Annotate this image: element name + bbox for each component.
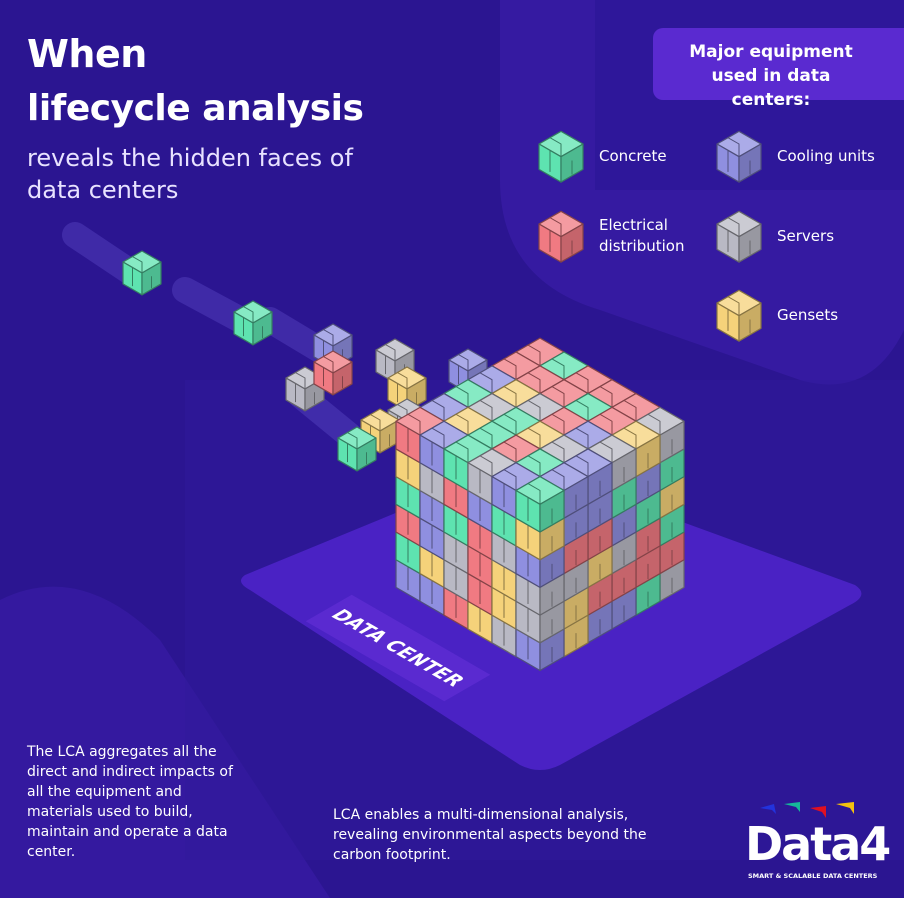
motion-trail <box>257 307 333 363</box>
cube <box>716 289 762 342</box>
cooling-units-cube-icon <box>716 130 762 183</box>
cube <box>716 130 762 183</box>
legend-item-cooling-units: Cooling units <box>713 128 875 184</box>
concrete-cube-icon <box>538 130 584 183</box>
legend-heading: Major equipment used in data centers: <box>689 42 853 110</box>
cube <box>716 210 762 263</box>
gensets-cube-icon <box>716 289 762 342</box>
legend-label: Concrete <box>599 146 667 165</box>
cube <box>313 350 353 396</box>
cube <box>515 476 565 533</box>
logo-tagline: SMART & SCALABLE DATA CENTERS <box>748 872 878 880</box>
legend-label: Electrical distribution <box>599 216 685 255</box>
cube <box>337 426 377 472</box>
page-subtitle: reveals the hidden faces of data centers <box>27 144 353 204</box>
legend-label: Servers <box>777 226 835 245</box>
page-title-line1: When <box>27 32 147 76</box>
servers-cube-icon <box>716 210 762 263</box>
note-multi-dimensional: LCA enables a multi-dimensional analysis… <box>333 807 647 863</box>
cube <box>122 250 162 296</box>
logo-word: Data4 <box>745 817 891 871</box>
electrical-cube-icon <box>538 210 584 263</box>
legend-item-gensets: Gensets <box>713 287 838 343</box>
page-title-line2: lifecycle analysis <box>27 88 364 129</box>
legend-label: Cooling units <box>777 146 875 165</box>
legend-label: Gensets <box>777 305 839 324</box>
legend-item-servers: Servers <box>713 208 834 264</box>
legend-heading-box: Major equipment used in data centers: <box>653 28 904 110</box>
legend-item-concrete: Concrete <box>535 128 667 184</box>
cube <box>538 210 584 263</box>
logo-flags-icon <box>760 802 854 818</box>
note-lca-aggregates: The LCA aggregates all the direct and in… <box>27 744 233 860</box>
cube <box>538 130 584 183</box>
cube <box>233 300 273 346</box>
legend-item-electrical-distribution: Electrical distribution <box>535 208 699 264</box>
